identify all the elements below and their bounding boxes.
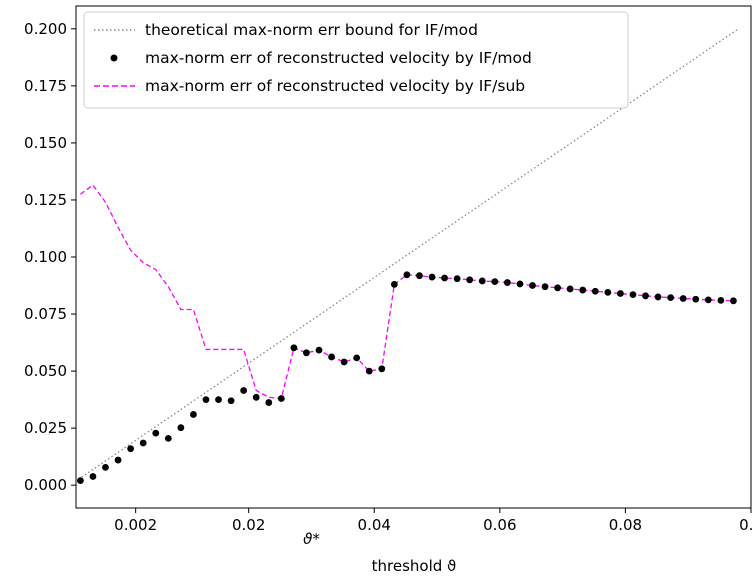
data-point-ifmod: [127, 445, 135, 453]
y-tick-label: 0.175: [24, 77, 67, 95]
data-point-ifmod: [692, 295, 700, 303]
data-point-ifmod: [704, 296, 712, 304]
data-point-ifmod: [466, 276, 474, 284]
data-point-ifmod: [164, 435, 172, 442]
y-tick-label: 0.025: [24, 419, 67, 437]
data-point-ifmod: [667, 294, 675, 302]
data-point-ifmod: [215, 396, 222, 404]
data-point-ifmod: [491, 278, 499, 286]
data-point-ifmod: [503, 279, 511, 286]
x-axis-label: threshold ϑ: [372, 557, 457, 575]
data-point-ifmod: [139, 439, 147, 447]
data-point-ifmod: [265, 399, 273, 406]
data-point-ifmod: [579, 286, 587, 294]
data-point-ifmod: [616, 290, 624, 297]
data-point-ifmod: [428, 273, 436, 281]
data-point-ifmod: [353, 354, 361, 362]
data-point-ifmod: [604, 288, 612, 296]
y-tick-label: 0.075: [24, 305, 67, 323]
data-point-ifmod: [478, 277, 486, 285]
data-point-ifmod: [516, 280, 524, 288]
data-point-ifmod: [730, 297, 737, 305]
legend-box: [83, 11, 629, 109]
data-point-ifmod: [403, 271, 411, 279]
data-point-ifmod: [629, 291, 637, 299]
x-tick-label: 0.02: [232, 516, 265, 534]
data-point-ifmod: [328, 353, 335, 361]
data-point-ifmod: [252, 393, 260, 401]
x-tick-label: 0.08: [609, 516, 642, 534]
legend-label-bound: theoretical max-norm err bound for IF/mo…: [145, 21, 478, 39]
data-point-ifmod: [290, 344, 298, 352]
data-point-ifmod: [315, 346, 323, 354]
y-tick-label: 0.100: [24, 248, 67, 266]
series-line-ifsub: [80, 184, 734, 400]
data-point-ifmod: [89, 473, 97, 480]
data-point-ifmod: [152, 429, 160, 437]
data-point-ifmod: [591, 287, 599, 295]
data-point-ifmod: [642, 292, 649, 300]
data-point-ifmod: [76, 477, 84, 485]
x-axis: 0.002 0.02 0.04 0.06 0.08 0.1: [114, 508, 752, 534]
data-point-ifmod: [277, 395, 285, 402]
data-point-ifmod: [177, 424, 185, 432]
data-point-ifmod: [240, 387, 248, 394]
y-tick-label: 0.050: [24, 362, 67, 380]
y-tick-label: 0.000: [24, 476, 67, 494]
x-tick-label: 0.04: [358, 516, 391, 534]
data-point-ifmod: [303, 349, 310, 357]
legend-label-ifsub: max-norm err of reconstructed velocity b…: [145, 77, 525, 95]
legend-label-ifmod: max-norm err of reconstructed velocity b…: [145, 49, 532, 67]
data-point-ifmod: [102, 463, 109, 471]
data-point-ifmod: [114, 456, 122, 464]
data-point-ifmod: [541, 283, 549, 291]
data-point-ifmod: [453, 275, 461, 283]
x-tick-label: 0.1: [739, 516, 752, 534]
data-point-ifmod: [566, 285, 574, 293]
x-annotation-label: ϑ*: [303, 530, 320, 548]
y-tick-label: 0.125: [24, 191, 67, 209]
legend-swatch-ifmod: [110, 54, 118, 62]
legend: theoretical max-norm err bound for IF/mo…: [83, 11, 629, 109]
data-point-ifmod: [416, 272, 423, 280]
data-point-ifmod: [654, 293, 662, 301]
y-tick-label: 0.200: [24, 20, 67, 38]
data-point-ifmod: [717, 296, 725, 304]
data-point-ifmod: [554, 284, 562, 292]
y-axis: 0.000 0.025 0.050 0.075 0.100 0.125 0.150 0.175…: [24, 20, 76, 494]
data-point-ifmod: [378, 365, 386, 373]
x-tick-label: 0.06: [483, 516, 516, 534]
x-tick-label: 0.002: [114, 516, 157, 534]
series-line-bound: [81, 28, 739, 478]
data-point-ifmod: [529, 282, 536, 289]
series-layer: [76, 28, 739, 485]
data-point-ifmod: [390, 280, 398, 288]
y-tick-label: 0.150: [24, 134, 67, 152]
data-point-ifmod: [365, 367, 373, 375]
data-point-ifmod: [679, 295, 687, 302]
data-point-ifmod: [227, 397, 235, 405]
data-point-ifmod: [340, 358, 348, 366]
data-point-ifmod: [441, 274, 448, 282]
data-point-ifmod: [190, 411, 197, 418]
data-point-ifmod: [202, 396, 210, 404]
